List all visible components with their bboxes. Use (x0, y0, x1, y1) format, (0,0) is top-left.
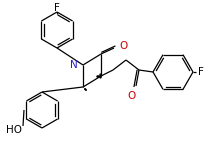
Text: O: O (119, 41, 127, 51)
Text: F: F (54, 3, 60, 13)
Text: O: O (128, 91, 136, 101)
Text: N: N (70, 60, 78, 70)
Text: F: F (198, 67, 204, 77)
Text: HO: HO (6, 125, 22, 135)
